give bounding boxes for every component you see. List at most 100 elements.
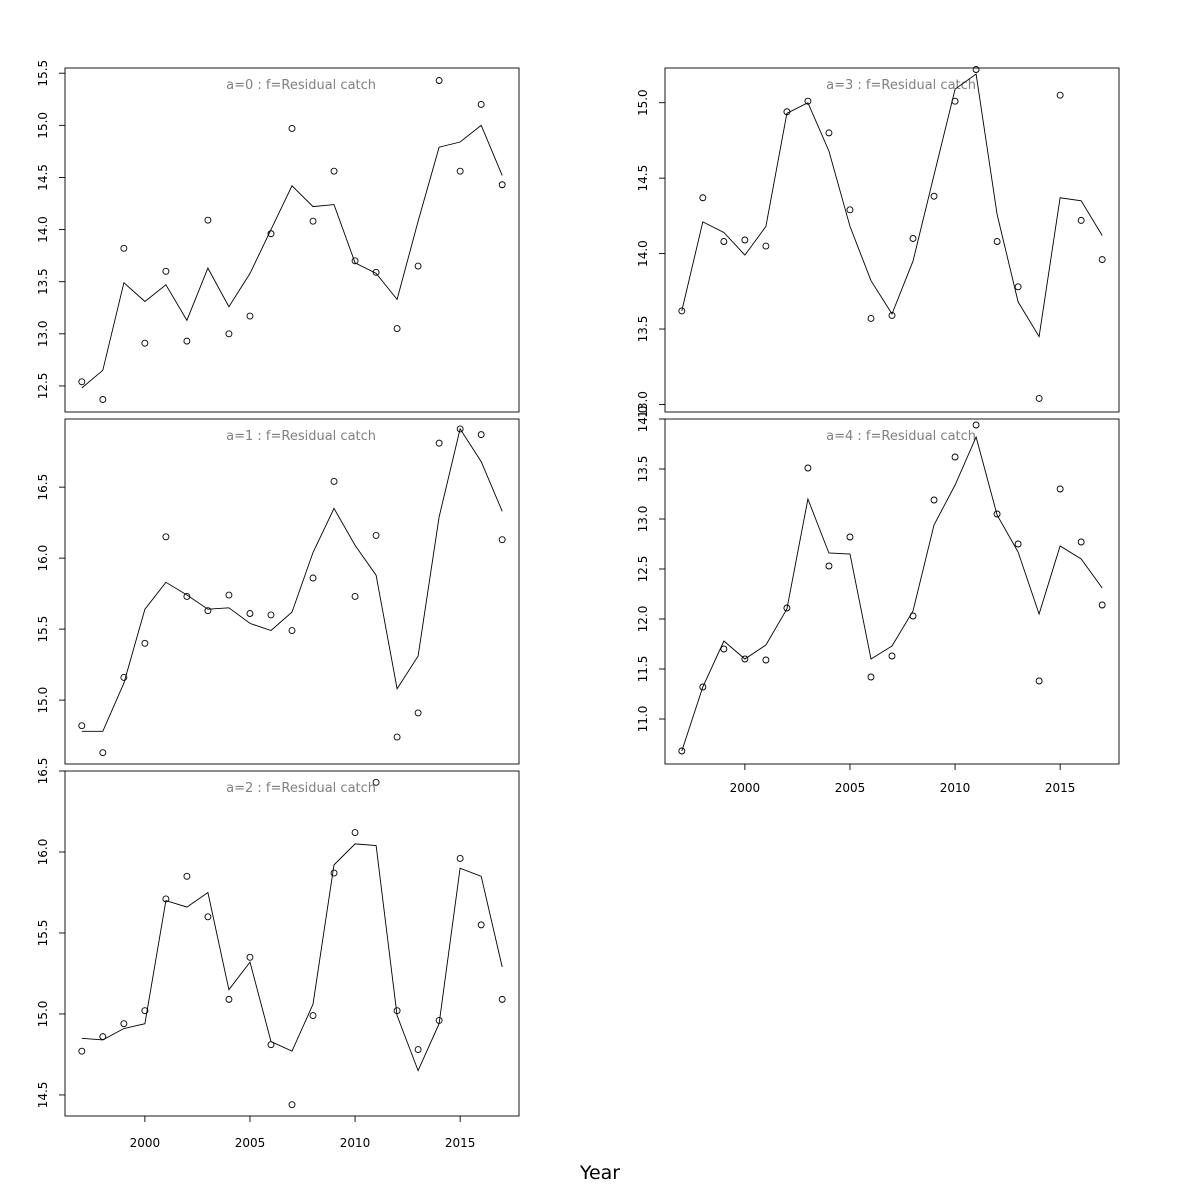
data-point <box>120 244 128 252</box>
fitted-line <box>681 435 1103 752</box>
plot-frame <box>664 418 1120 765</box>
y-tick-label: 14.5 <box>36 164 50 191</box>
y-tick-label: 13.5 <box>636 456 650 483</box>
data-point <box>99 749 107 757</box>
data-point <box>951 97 959 105</box>
y-tick-label: 16.5 <box>36 758 50 785</box>
data-point <box>288 125 296 132</box>
data-point <box>435 1016 443 1024</box>
panel-title: a=0 : f=Residual catch <box>226 78 376 93</box>
data-point <box>414 262 422 270</box>
data-point <box>1056 91 1064 99</box>
x-axis-title: Year <box>579 1162 620 1184</box>
y-tick-label: 15.0 <box>636 89 650 116</box>
fitted-line <box>681 73 1103 338</box>
data-point <box>783 108 791 116</box>
data-point <box>1035 677 1043 685</box>
data-point <box>825 129 833 137</box>
y-tick-label: 13.5 <box>636 316 650 343</box>
data-point <box>393 325 401 333</box>
y-tick-label: 12.5 <box>636 556 650 583</box>
x-tick-label: 2010 <box>340 1136 371 1150</box>
plot-frame <box>64 418 520 765</box>
data-point <box>162 267 170 275</box>
plot-frame <box>664 67 1120 413</box>
fitted-line <box>81 427 503 732</box>
data-point <box>330 478 338 485</box>
data-point <box>99 396 107 403</box>
data-point <box>909 612 917 620</box>
data-point <box>720 645 728 653</box>
data-point <box>99 1033 107 1041</box>
panel-a2: a=2 : f=Residual catch 14.5 15.0 15.5 16.0 16… <box>36 758 520 1150</box>
x-tick-label: 2010 <box>940 781 971 795</box>
data-point <box>804 97 812 105</box>
data-point <box>846 206 854 214</box>
panel-title: a=4 : f=Residual catch <box>826 429 976 444</box>
plot-frame <box>64 770 520 1117</box>
data-point <box>762 656 770 664</box>
data-point <box>930 496 938 504</box>
fitted-line <box>81 843 503 1072</box>
y-tick-label: 16.0 <box>36 545 50 572</box>
panel-a3: a=3 : f=Residual catch 13.0 13.5 14.0 14.5 15… <box>636 66 1120 418</box>
y-tick-label: 11.0 <box>636 706 650 733</box>
data-point <box>783 604 791 612</box>
data-point <box>1014 283 1022 291</box>
data-point <box>909 235 917 242</box>
x-tick-label: 2015 <box>445 1136 476 1150</box>
data-point <box>372 268 380 276</box>
x-tick-label: 2005 <box>235 1136 266 1150</box>
data-point <box>393 1007 401 1015</box>
panels: a=0 : f=Residual catch 12.5 13.0 13.5 14.0 14… <box>36 60 1120 1150</box>
y-tick-label: 14.5 <box>636 165 650 192</box>
data-point <box>498 536 506 544</box>
x-tick-label: 2000 <box>130 1136 161 1150</box>
data-point <box>699 683 707 691</box>
data-point <box>477 921 485 929</box>
data-point <box>204 216 212 224</box>
x-tick-label: 2005 <box>835 781 866 795</box>
data-point <box>1035 394 1043 402</box>
data-point <box>477 101 485 108</box>
data-point <box>1098 256 1106 264</box>
data-point <box>78 378 86 386</box>
data-point <box>141 639 149 647</box>
data-point <box>678 747 686 755</box>
data-point <box>141 339 149 347</box>
y-tick-label: 14.0 <box>636 406 650 433</box>
data-point <box>888 652 896 660</box>
y-tick-label: 16.0 <box>36 839 50 866</box>
data-point <box>246 953 254 961</box>
data-point <box>741 236 749 244</box>
data-point <box>456 855 464 862</box>
y-tick-label: 15.0 <box>36 112 50 139</box>
data-point <box>477 431 485 439</box>
data-point <box>888 311 896 319</box>
data-point <box>120 1020 128 1028</box>
data-point <box>183 872 191 880</box>
data-point <box>498 181 506 189</box>
data-point <box>825 562 833 570</box>
data-point <box>267 230 275 238</box>
data-point <box>1077 216 1085 224</box>
data-point <box>309 574 317 582</box>
data-point <box>456 425 464 433</box>
fitted-line <box>81 124 503 389</box>
data-point <box>804 464 812 472</box>
y-tick-label: 14.0 <box>36 216 50 243</box>
data-point <box>867 315 875 322</box>
data-point <box>414 1046 422 1054</box>
data-point <box>204 913 212 921</box>
data-point <box>309 217 317 225</box>
data-point <box>141 1007 149 1015</box>
data-point <box>1077 538 1085 546</box>
data-point <box>951 453 959 461</box>
panel-a0: a=0 : f=Residual catch 12.5 13.0 13.5 14.0 14… <box>36 60 520 413</box>
data-point <box>762 242 770 250</box>
data-point <box>225 995 233 1003</box>
data-point <box>162 533 170 541</box>
data-point <box>1014 540 1022 548</box>
y-tick-label: 11.5 <box>636 656 650 683</box>
